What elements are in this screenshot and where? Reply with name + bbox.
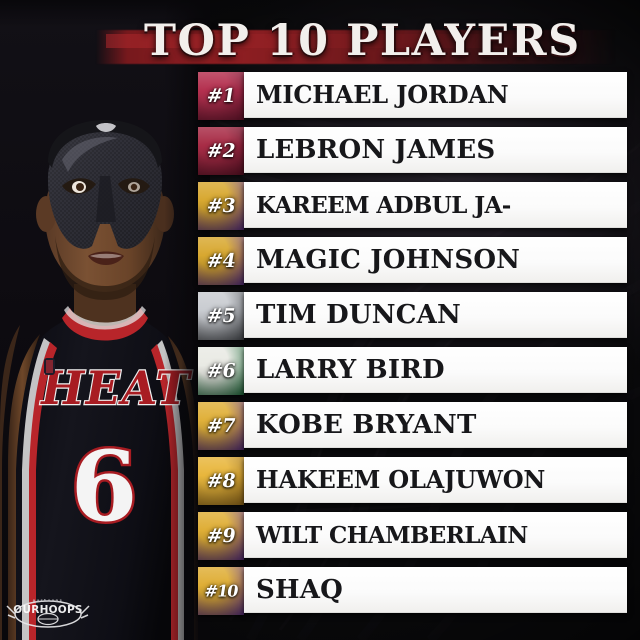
player-rank-row[interactable]: #1 MICHAEL JORDAN	[0, 72, 640, 127]
rank-number: #4	[205, 250, 237, 272]
rank-number: #9	[205, 525, 237, 547]
poster-title-banner: TOP 10 PLAYERS	[96, 16, 640, 72]
rank-number: #2	[205, 140, 237, 162]
rank-badge-sheen	[198, 402, 244, 450]
player-name: KOBE BRYANT	[256, 410, 477, 440]
player-rank-row[interactable]: #6 LARRY BIRD	[0, 347, 640, 402]
player-rank-row[interactable]: #2 LEBRON JAMES	[0, 127, 640, 182]
rank-badge-team-texture	[198, 402, 244, 450]
rank-badge-sheen	[198, 347, 244, 395]
rank-badge: #9	[198, 512, 244, 560]
ourhoops-watermark-logo: OURHOOPS ourhoops	[6, 599, 90, 628]
rank-badge-team-texture	[198, 127, 244, 175]
player-name-bar[interactable]: MICHAEL JORDAN	[244, 72, 627, 118]
player-ranking-list: #1 MICHAEL JORDAN #2 LEBRON JAMES #3 KAREEM A…	[0, 72, 640, 622]
player-name: MAGIC JOHNSON	[256, 245, 521, 275]
player-name-bar[interactable]: KOBE BRYANT	[244, 402, 627, 448]
rank-number: #5	[205, 305, 237, 327]
player-rank-row[interactable]: #4 MAGIC JOHNSON	[0, 237, 640, 292]
rank-badge: #10	[198, 567, 244, 615]
lebron-james-illustration: HEAT 6	[0, 120, 198, 640]
rank-badge-team-texture	[198, 182, 244, 230]
page-title: TOP 10 PLAYERS	[144, 16, 581, 66]
player-name: SHAQ	[256, 575, 343, 605]
player-rank-row[interactable]: #10 SHAQ	[0, 567, 640, 622]
rank-number: #8	[205, 470, 237, 492]
player-name: TIM DUNCAN	[256, 300, 461, 330]
rank-badge-sheen	[198, 237, 244, 285]
rank-badge: #4	[198, 237, 244, 285]
player-name-bar[interactable]: MAGIC JOHNSON	[244, 237, 627, 283]
player-name: MICHAEL JORDAN	[256, 80, 509, 109]
player-rank-row[interactable]: #3 KAREEM ADBUL JA-	[0, 182, 640, 237]
rank-badge: #8	[198, 457, 244, 505]
rank-number: #6	[205, 360, 237, 382]
rank-number: #3	[205, 195, 237, 217]
watermark-label: OURHOOPS	[13, 604, 82, 616]
player-name-bar[interactable]: KAREEM ADBUL JA-	[244, 182, 627, 228]
rank-badge: #6	[198, 347, 244, 395]
rank-badge-team-texture	[198, 457, 244, 505]
rank-badge-team-texture	[198, 347, 244, 395]
rank-badge: #3	[198, 182, 244, 230]
player-name-bar[interactable]: LARRY BIRD	[244, 347, 627, 393]
player-rank-row[interactable]: #9 WILT CHAMBERLAIN	[0, 512, 640, 567]
player-rank-row[interactable]: #5 TIM DUNCAN	[0, 292, 640, 347]
player-name-bar[interactable]: LEBRON JAMES	[244, 127, 627, 173]
player-name: KAREEM ADBUL JA-	[256, 191, 511, 219]
title-red-band-highlight	[106, 34, 546, 48]
rank-badge-sheen	[198, 512, 244, 560]
rank-number: #1	[205, 85, 237, 107]
rank-badge-sheen	[198, 567, 244, 615]
player-name: HAKEEM OLAJUWON	[256, 465, 546, 494]
rank-badge: #5	[198, 292, 244, 340]
player-name-bar[interactable]: SHAQ	[244, 567, 627, 613]
watermark-sub: ourhoops	[33, 599, 64, 603]
player-name: LEBRON JAMES	[256, 135, 496, 165]
rank-badge-team-texture	[198, 72, 244, 120]
rank-badge-sheen	[198, 457, 244, 505]
player-name: WILT CHAMBERLAIN	[256, 521, 528, 549]
rank-badge: #2	[198, 127, 244, 175]
rank-badge: #1	[198, 72, 244, 120]
rank-badge-sheen	[198, 292, 244, 340]
player-rank-row[interactable]: #7 KOBE BRYANT	[0, 402, 640, 457]
svg-text:6: 6	[71, 430, 138, 543]
rank-badge: #7	[198, 402, 244, 450]
rank-badge-sheen	[198, 127, 244, 175]
rank-badge-team-texture	[198, 292, 244, 340]
rank-badge-team-texture	[198, 237, 244, 285]
player-name-bar[interactable]: TIM DUNCAN	[244, 292, 627, 338]
player-photo: HEAT 6	[0, 0, 210, 640]
rank-badge-team-texture	[198, 567, 244, 615]
player-rank-row[interactable]: #8 HAKEEM OLAJUWON	[0, 457, 640, 512]
player-name-bar[interactable]: WILT CHAMBERLAIN	[244, 512, 627, 558]
player-name: LARRY BIRD	[256, 355, 445, 385]
rank-number: #7	[205, 415, 237, 437]
player-name-bar[interactable]: HAKEEM OLAJUWON	[244, 457, 627, 503]
rank-number: #10	[203, 581, 239, 601]
rank-badge-team-texture	[198, 512, 244, 560]
rank-badge-sheen	[198, 72, 244, 120]
rank-badge-sheen	[198, 182, 244, 230]
